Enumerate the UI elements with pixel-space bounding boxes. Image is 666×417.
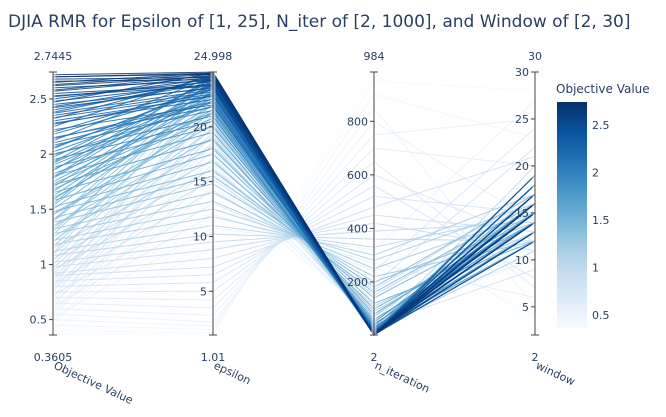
axis-title: n_iteration bbox=[373, 359, 432, 396]
axis-tick-label: 10 bbox=[193, 230, 207, 243]
data-line bbox=[52, 193, 536, 256]
axis-tick-label: 30 bbox=[515, 66, 529, 79]
axis-range-max: 24.998 bbox=[194, 50, 233, 63]
colorbar-title: Objective Value bbox=[556, 82, 650, 96]
axis-range-max: 984 bbox=[364, 50, 385, 63]
axis-range-min: 2 bbox=[532, 351, 539, 364]
axis-range-min: 1.01 bbox=[201, 351, 226, 364]
colorbar-tick-label: 2.5 bbox=[592, 119, 610, 132]
data-line bbox=[52, 131, 536, 321]
axis-range-min: 0.3605 bbox=[34, 351, 73, 364]
data-line bbox=[52, 170, 536, 294]
axis-tick-label: 10 bbox=[515, 254, 529, 267]
data-line bbox=[52, 79, 536, 336]
axis-tick-label: 20 bbox=[193, 121, 207, 134]
axis-tick-label: 15 bbox=[515, 207, 529, 220]
axis-range-min: 2 bbox=[371, 351, 378, 364]
data-line bbox=[52, 185, 536, 325]
axis-tick-label: 400 bbox=[347, 222, 368, 235]
chart-title: DJIA RMR for Epsilon of [1, 25], N_iter … bbox=[8, 12, 631, 32]
axis-tick-label: 15 bbox=[193, 176, 207, 189]
data-line bbox=[52, 111, 536, 331]
axis-tick-label: 600 bbox=[347, 169, 368, 182]
colorbar-tick-label: 1.5 bbox=[592, 214, 610, 227]
colorbar-tick-label: 2 bbox=[592, 167, 599, 180]
data-line bbox=[52, 126, 536, 323]
colorbar-tick-label: 1 bbox=[592, 261, 599, 274]
axis-tick-label: 5 bbox=[200, 285, 207, 298]
axis-tick-label: 200 bbox=[347, 276, 368, 289]
data-line bbox=[52, 115, 536, 332]
data-line bbox=[52, 84, 536, 335]
axis-tick-label: 0.5 bbox=[30, 314, 48, 327]
axis-range-max: 2.7445 bbox=[34, 50, 73, 63]
data-line bbox=[52, 87, 536, 336]
data-line bbox=[52, 97, 536, 334]
axis-tick-label: 25 bbox=[515, 113, 529, 126]
axis-tick-label: 800 bbox=[347, 115, 368, 128]
axis-tick-label: 2.5 bbox=[30, 93, 48, 106]
axis-tick-label: 1 bbox=[40, 258, 47, 271]
colorbar-ticks: 0.5 1 1.5 2 2.5 bbox=[592, 119, 610, 322]
axis-range-max: 30 bbox=[528, 50, 542, 63]
axis-title: Objective Value bbox=[52, 359, 136, 407]
axis-tick-label: 1.5 bbox=[30, 203, 48, 216]
axis-title: epsilon bbox=[212, 359, 253, 387]
data-line bbox=[52, 213, 536, 307]
data-line bbox=[52, 71, 536, 336]
colorbar: Objective Value 0.5 1 1.5 2 2.5 bbox=[556, 82, 650, 328]
axis-tick-label: 5 bbox=[522, 301, 529, 314]
axis-tick-label: 2 bbox=[40, 148, 47, 161]
colorbar-gradient bbox=[557, 102, 587, 328]
data-line bbox=[52, 76, 536, 336]
axis-title: window bbox=[534, 359, 577, 388]
axis-2[interactable]: 200 400 600 800 984 2n_iteration bbox=[347, 50, 432, 396]
polyline-layer bbox=[52, 71, 536, 336]
data-line bbox=[52, 183, 536, 283]
axis-tick-label: 20 bbox=[515, 160, 529, 173]
colorbar-tick-label: 0.5 bbox=[592, 309, 610, 322]
